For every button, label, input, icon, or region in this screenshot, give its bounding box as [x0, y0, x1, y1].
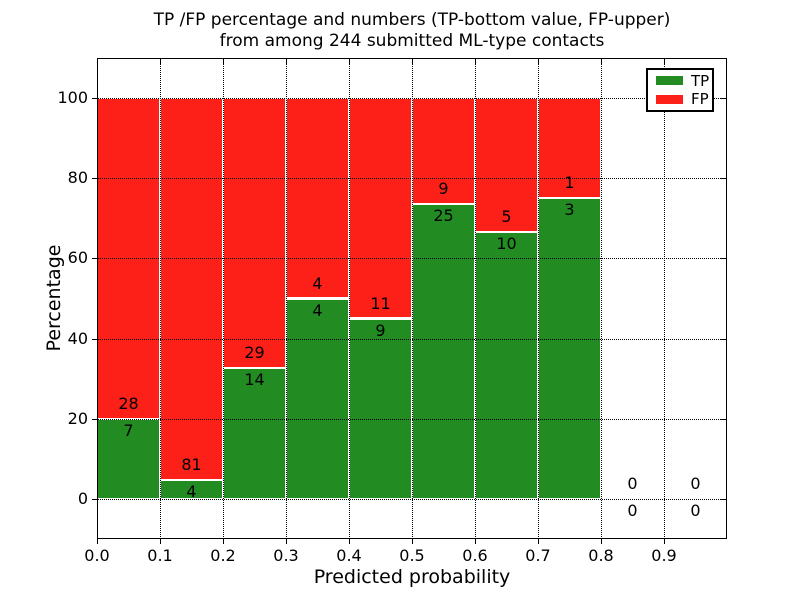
x-tick-top: [538, 58, 539, 64]
tp-legend-label: TP: [691, 71, 710, 90]
x-tick-label: 0.9: [651, 546, 677, 565]
x-tick-label: 0.0: [84, 546, 110, 565]
tp-count-label: 10: [496, 234, 517, 253]
tp-count-label: 0: [627, 501, 638, 520]
x-tick-top: [664, 58, 665, 64]
x-tick: [664, 539, 665, 544]
x-tick: [160, 539, 161, 544]
x-tick-label: 0.3: [273, 546, 299, 565]
x-tick-top: [97, 58, 98, 64]
y-tick-right: [720, 499, 726, 500]
y-tick: [92, 98, 97, 99]
fp-bar-segment: [223, 98, 286, 368]
legend-item-tp: TP: [648, 73, 712, 89]
fp-count-label: 5: [501, 207, 512, 226]
x-tick-label: 0.1: [147, 546, 173, 565]
fp-count-label: 11: [370, 294, 391, 313]
x-tick-label: 0.7: [525, 546, 551, 565]
y-tick-right: [720, 98, 726, 99]
y-tick-right: [720, 178, 726, 179]
fp-count-label: 28: [118, 394, 139, 413]
fp-bar-segment: [349, 98, 412, 318]
x-tick-top: [601, 58, 602, 64]
y-tick: [92, 419, 97, 420]
x-tick-label: 0.8: [588, 546, 614, 565]
fp-count-label: 1: [564, 173, 575, 192]
tp-bar-segment: [475, 232, 538, 499]
x-tick: [475, 539, 476, 544]
x-tick-top: [475, 58, 476, 64]
y-tick-label: 60: [67, 248, 88, 267]
fp-count-label: 29: [244, 343, 265, 362]
x-tick: [223, 539, 224, 544]
fp-legend-label: FP: [691, 90, 709, 109]
vertical-gridline: [160, 58, 161, 539]
fp-bar-segment: [286, 98, 349, 298]
x-tick: [412, 539, 413, 544]
tp-count-label: 14: [244, 370, 265, 389]
fp-count-label: 81: [181, 455, 202, 474]
y-tick-label: 40: [67, 329, 88, 348]
y-tick: [92, 178, 97, 179]
y-tick: [92, 339, 97, 340]
chart-title-line1: TP /FP percentage and numbers (TP-bottom…: [153, 10, 671, 30]
vertical-gridline: [601, 58, 602, 539]
x-tick-top: [349, 58, 350, 64]
vertical-gridline: [538, 58, 539, 539]
tp-bar-segment: [223, 368, 286, 499]
x-tick-label: 0.5: [399, 546, 425, 565]
tp-count-label: 0: [690, 501, 701, 520]
y-tick-label: 0: [77, 489, 88, 508]
legend: TP FP: [646, 68, 714, 112]
tp-count-label: 4: [186, 482, 197, 501]
chart-title-line2: from among 244 submitted ML-type contact…: [219, 31, 605, 51]
tp-count-label: 3: [564, 200, 575, 219]
vertical-gridline: [223, 58, 224, 539]
y-tick-label: 100: [57, 88, 88, 107]
x-tick-top: [286, 58, 287, 64]
x-tick: [349, 539, 350, 544]
x-tick: [601, 539, 602, 544]
vertical-gridline: [475, 58, 476, 539]
tp-bar-segment: [412, 204, 475, 499]
legend-item-fp: FP: [648, 91, 712, 107]
x-tick-top: [223, 58, 224, 64]
x-tick: [538, 539, 539, 544]
x-tick: [97, 539, 98, 544]
y-tick: [92, 258, 97, 259]
x-tick-label: 0.4: [336, 546, 362, 565]
fp-bar-segment: [160, 98, 223, 480]
y-tick-right: [720, 258, 726, 259]
y-tick-right: [720, 419, 726, 420]
vertical-gridline: [664, 58, 665, 539]
fp-count-label: 4: [312, 274, 323, 293]
vertical-gridline: [412, 58, 413, 539]
fp-count-label: 0: [627, 474, 638, 493]
y-tick-right: [720, 339, 726, 340]
y-tick: [92, 499, 97, 500]
tp-count-label: 9: [375, 321, 386, 340]
x-tick-label: 0.2: [210, 546, 236, 565]
fp-bar-segment: [475, 98, 538, 232]
fp-count-label: 9: [438, 179, 449, 198]
vertical-gridline: [349, 58, 350, 539]
x-tick-top: [412, 58, 413, 64]
tp-count-label: 4: [312, 301, 323, 320]
fp-legend-swatch-icon: [656, 94, 683, 104]
tp-bar-segment: [538, 198, 601, 499]
x-tick-top: [160, 58, 161, 64]
y-tick-label: 20: [67, 409, 88, 428]
x-tick-label: 0.6: [462, 546, 488, 565]
x-axis-label: Predicted probability: [313, 566, 511, 588]
tp-bar-segment: [349, 319, 412, 499]
tp-count-label: 7: [123, 421, 134, 440]
tp-bar-segment: [286, 299, 349, 499]
x-tick: [286, 539, 287, 544]
y-tick-label: 80: [67, 168, 88, 187]
vertical-gridline: [286, 58, 287, 539]
tp-count-label: 25: [433, 206, 454, 225]
tp-legend-swatch-icon: [656, 76, 683, 86]
fp-count-label: 0: [690, 474, 701, 493]
